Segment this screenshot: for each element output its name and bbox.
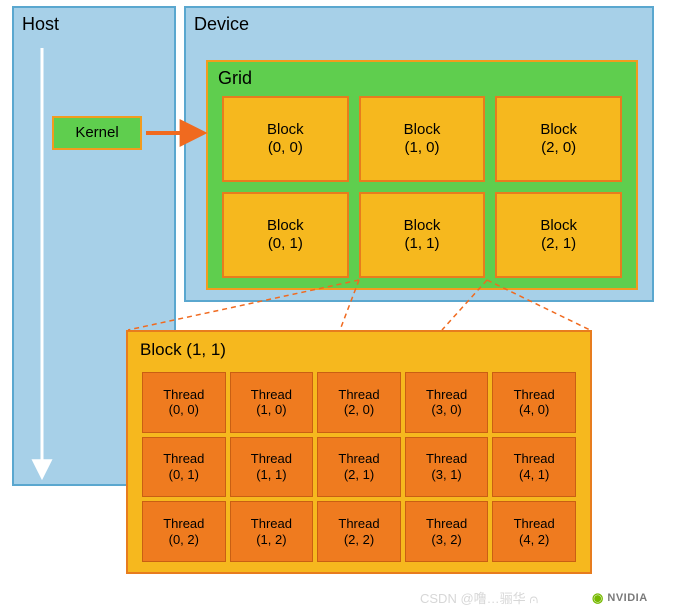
block-label: Block bbox=[267, 217, 304, 235]
block-label: Block bbox=[404, 121, 441, 139]
thread-cell: Thread(3, 2) bbox=[405, 501, 489, 562]
device-title: Device bbox=[194, 14, 249, 35]
thread-cell: Thread(2, 2) bbox=[317, 501, 401, 562]
thread-cell: Thread(4, 0) bbox=[492, 372, 576, 433]
thread-label: Thread bbox=[514, 387, 555, 403]
thread-coord: (4, 0) bbox=[519, 402, 549, 418]
nvidia-text: NVIDIA bbox=[607, 592, 647, 604]
thread-coord: (0, 1) bbox=[169, 467, 199, 483]
kernel-box: Kernel bbox=[52, 116, 142, 150]
thread-coord: (0, 0) bbox=[169, 402, 199, 418]
block-coord: (0, 1) bbox=[268, 235, 303, 253]
block-label: Block bbox=[404, 217, 441, 235]
thread-coord: (2, 1) bbox=[344, 467, 374, 483]
block-coord: (1, 1) bbox=[404, 235, 439, 253]
thread-cell: Thread(2, 1) bbox=[317, 437, 401, 498]
thread-cell: Thread(1, 1) bbox=[230, 437, 314, 498]
thread-coord: (3, 2) bbox=[431, 532, 461, 548]
blocks-grid: Block(0, 0)Block(1, 0)Block(2, 0)Block(0… bbox=[222, 96, 622, 278]
watermark-nvidia: ◉ NVIDIA bbox=[592, 590, 648, 606]
thread-label: Thread bbox=[338, 387, 379, 403]
thread-cell: Thread(4, 2) bbox=[492, 501, 576, 562]
thread-cell: Thread(0, 2) bbox=[142, 501, 226, 562]
thread-label: Thread bbox=[426, 387, 467, 403]
thread-cell: Thread(0, 1) bbox=[142, 437, 226, 498]
thread-label: Thread bbox=[338, 516, 379, 532]
thread-label: Thread bbox=[251, 451, 292, 467]
host-title: Host bbox=[22, 14, 59, 35]
block-cell: Block(2, 1) bbox=[495, 192, 622, 278]
thread-label: Thread bbox=[514, 516, 555, 532]
thread-cell: Thread(2, 0) bbox=[317, 372, 401, 433]
block-cell: Block(1, 0) bbox=[359, 96, 486, 182]
thread-cell: Thread(4, 1) bbox=[492, 437, 576, 498]
block-detail-title: Block (1, 1) bbox=[140, 340, 226, 360]
thread-coord: (4, 2) bbox=[519, 532, 549, 548]
thread-label: Thread bbox=[163, 516, 204, 532]
thread-cell: Thread(1, 0) bbox=[230, 372, 314, 433]
block-coord: (1, 0) bbox=[404, 139, 439, 157]
thread-coord: (1, 1) bbox=[256, 467, 286, 483]
thread-cell: Thread(3, 0) bbox=[405, 372, 489, 433]
block-label: Block bbox=[267, 121, 304, 139]
grid-title: Grid bbox=[218, 68, 252, 89]
thread-coord: (2, 2) bbox=[344, 532, 374, 548]
thread-coord: (1, 0) bbox=[256, 402, 286, 418]
block-cell: Block(1, 1) bbox=[359, 192, 486, 278]
block-coord: (2, 0) bbox=[541, 139, 576, 157]
threads-grid: Thread(0, 0)Thread(1, 0)Thread(2, 0)Thre… bbox=[142, 372, 576, 562]
block-cell: Block(0, 0) bbox=[222, 96, 349, 182]
thread-coord: (1, 2) bbox=[256, 532, 286, 548]
block-label: Block bbox=[540, 217, 577, 235]
thread-coord: (3, 0) bbox=[431, 402, 461, 418]
thread-label: Thread bbox=[426, 516, 467, 532]
thread-label: Thread bbox=[514, 451, 555, 467]
block-label: Block bbox=[540, 121, 577, 139]
thread-label: Thread bbox=[426, 451, 467, 467]
thread-label: Thread bbox=[163, 451, 204, 467]
thread-cell: Thread(3, 1) bbox=[405, 437, 489, 498]
thread-label: Thread bbox=[338, 451, 379, 467]
thread-cell: Thread(1, 2) bbox=[230, 501, 314, 562]
thread-coord: (0, 2) bbox=[169, 532, 199, 548]
block-coord: (0, 0) bbox=[268, 139, 303, 157]
thread-label: Thread bbox=[251, 387, 292, 403]
thread-coord: (3, 1) bbox=[431, 467, 461, 483]
kernel-label: Kernel bbox=[75, 124, 118, 142]
thread-label: Thread bbox=[163, 387, 204, 403]
thread-label: Thread bbox=[251, 516, 292, 532]
thread-coord: (4, 1) bbox=[519, 467, 549, 483]
watermark-csdn: CSDN @噜…骊华 ⩀ bbox=[420, 588, 538, 607]
block-cell: Block(0, 1) bbox=[222, 192, 349, 278]
thread-coord: (2, 0) bbox=[344, 402, 374, 418]
block-coord: (2, 1) bbox=[541, 235, 576, 253]
thread-cell: Thread(0, 0) bbox=[142, 372, 226, 433]
block-cell: Block(2, 0) bbox=[495, 96, 622, 182]
